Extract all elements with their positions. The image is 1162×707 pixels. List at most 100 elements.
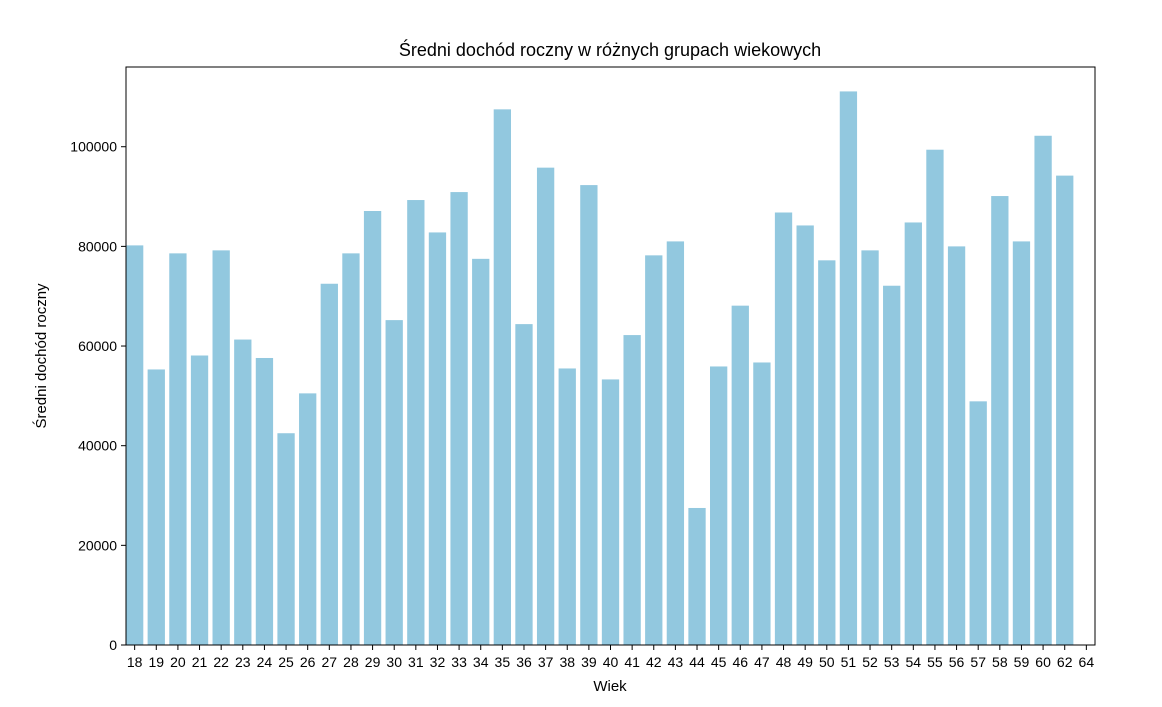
x-tick-label-37: 37 (538, 654, 554, 670)
x-tick-label-18: 18 (127, 654, 143, 670)
x-tick-label-54: 54 (906, 654, 922, 670)
bar-45 (710, 366, 728, 645)
y-tick-label-0: 0 (109, 637, 117, 653)
bar-53 (883, 285, 901, 645)
x-tick-label-26: 26 (300, 654, 316, 670)
x-tick-label-46: 46 (732, 654, 748, 670)
bar-31 (407, 200, 425, 646)
chart-title: Średni dochód roczny w różnych grupach w… (399, 39, 821, 60)
x-tick-label-57: 57 (970, 654, 986, 670)
bar-32 (428, 232, 447, 645)
x-tick-label-51: 51 (841, 654, 857, 670)
x-tick-label-59: 59 (1014, 654, 1030, 670)
x-tick-label-47: 47 (754, 654, 770, 670)
y-tick-label-80000: 80000 (78, 238, 117, 254)
x-tick-label-42: 42 (646, 654, 662, 670)
x-tick-label-35: 35 (495, 654, 511, 670)
bar-48 (774, 212, 793, 645)
bar-55 (926, 149, 944, 645)
y-tick-label-60000: 60000 (78, 338, 117, 354)
bar-47 (753, 362, 771, 645)
x-tick-label-64: 64 (1079, 654, 1095, 670)
bar-41 (623, 335, 641, 645)
x-tick-label-24: 24 (257, 654, 273, 670)
x-tick-label-28: 28 (343, 654, 359, 670)
y-tick-label-20000: 20000 (78, 537, 117, 553)
bar-38 (558, 368, 576, 645)
x-tick-label-40: 40 (603, 654, 619, 670)
bar-43 (666, 241, 685, 645)
x-tick-label-32: 32 (430, 654, 446, 670)
y-tick-label-100000: 100000 (70, 139, 117, 155)
y-axis-label: Średni dochód roczny (32, 283, 50, 429)
bar-35 (493, 109, 511, 646)
bar-56 (947, 246, 966, 645)
bars-group (126, 91, 1074, 646)
bar-59 (1012, 241, 1031, 645)
bar-54 (904, 222, 922, 645)
x-tick-label-34: 34 (473, 654, 489, 670)
y-axis: 0 20000 40000 60000 80000 100000 (70, 139, 126, 653)
bar-34 (472, 258, 490, 645)
bar-40 (601, 379, 620, 645)
x-tick-label-53: 53 (884, 654, 900, 670)
bar-21 (190, 355, 209, 645)
bar-57 (969, 401, 987, 645)
bar-28 (342, 253, 360, 646)
bar-58 (991, 196, 1009, 646)
bar-18 (126, 245, 144, 645)
x-tick-label-44: 44 (689, 654, 705, 670)
bar-50 (818, 260, 836, 645)
bar-39 (580, 185, 598, 645)
bar-42 (645, 255, 663, 645)
bar-62 (1056, 175, 1074, 645)
x-tick-label-21: 21 (192, 654, 208, 670)
x-tick-label-36: 36 (516, 654, 532, 670)
x-axis: 18 19 20 21 22 23 24 25 26 27 28 29 30 31 32 33 34 35 36 37… (127, 645, 1094, 670)
bar-23 (234, 339, 252, 645)
bar-36 (515, 324, 533, 645)
x-tick-label-55: 55 (927, 654, 943, 670)
x-tick-label-49: 49 (797, 654, 813, 670)
bar-26 (299, 393, 317, 645)
x-axis-label: Wiek (593, 678, 627, 695)
bar-52 (861, 250, 879, 645)
x-tick-label-50: 50 (819, 654, 835, 670)
x-tick-label-62: 62 (1057, 654, 1073, 670)
bar-29 (363, 211, 382, 645)
x-tick-label-60: 60 (1035, 654, 1051, 670)
bar-30 (385, 320, 403, 645)
bar-24 (255, 357, 274, 645)
bar-19 (147, 369, 165, 645)
x-tick-label-45: 45 (711, 654, 727, 670)
bar-33 (450, 192, 468, 645)
bar-20 (169, 253, 187, 646)
y-tick-label-40000: 40000 (78, 438, 117, 454)
x-tick-label-48: 48 (776, 654, 792, 670)
x-tick-label-27: 27 (322, 654, 338, 670)
bar-22 (212, 250, 230, 645)
bar-60 (1034, 135, 1052, 645)
x-tick-label-25: 25 (278, 654, 294, 670)
x-tick-label-22: 22 (213, 654, 229, 670)
bar-49 (796, 225, 814, 645)
x-tick-label-38: 38 (559, 654, 575, 670)
x-tick-label-23: 23 (235, 654, 251, 670)
bar-27 (320, 283, 338, 645)
bar-51 (839, 91, 858, 646)
x-tick-label-33: 33 (451, 654, 467, 670)
x-tick-label-30: 30 (386, 654, 402, 670)
bar-25 (277, 433, 295, 645)
bar-44 (688, 507, 706, 645)
x-tick-label-31: 31 (408, 654, 424, 670)
bar-37 (536, 167, 555, 645)
bar-46 (731, 305, 749, 645)
x-tick-label-56: 56 (949, 654, 965, 670)
x-tick-label-41: 41 (624, 654, 640, 670)
x-tick-label-52: 52 (862, 654, 878, 670)
x-tick-label-39: 39 (581, 654, 597, 670)
x-tick-label-20: 20 (170, 654, 186, 670)
x-tick-label-43: 43 (668, 654, 684, 670)
